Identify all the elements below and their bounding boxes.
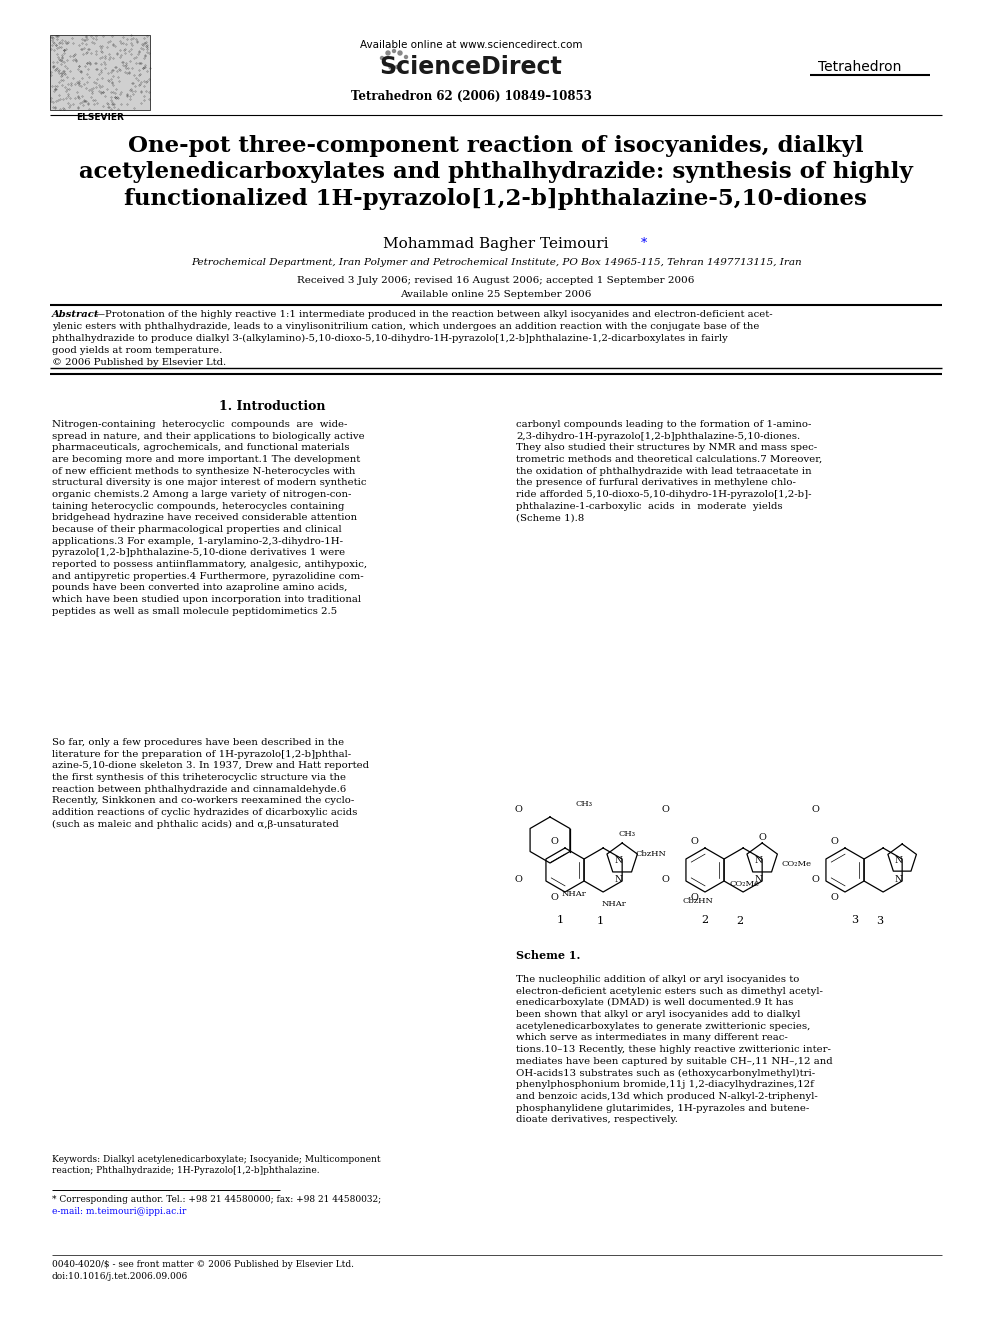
Text: CO₂Me: CO₂Me <box>781 860 811 868</box>
Text: e-mail: m.teimouri@ippi.ac.ir: e-mail: m.teimouri@ippi.ac.ir <box>52 1207 186 1216</box>
Text: N: N <box>895 856 903 865</box>
Text: O: O <box>758 832 766 841</box>
Text: The nucleophilic addition of alkyl or aryl isocyanides to
electron-deficient ace: The nucleophilic addition of alkyl or ar… <box>516 975 832 1125</box>
Text: Scheme 1.: Scheme 1. <box>516 950 580 960</box>
Text: N: N <box>754 875 762 884</box>
Text: O: O <box>811 875 819 884</box>
Circle shape <box>405 56 408 58</box>
Text: Nitrogen-containing  heterocyclic  compounds  are  wide-
spread in nature, and t: Nitrogen-containing heterocyclic compoun… <box>52 419 367 615</box>
Text: Petrochemical Department, Iran Polymer and Petrochemical Institute, PO Box 14965: Petrochemical Department, Iran Polymer a… <box>190 258 802 267</box>
Text: phthalhydrazide to produce dialkyl 3-(alkylamino)-5,10-dioxo-5,10-dihydro-1H-pyr: phthalhydrazide to produce dialkyl 3-(al… <box>52 333 728 343</box>
Text: * Corresponding author. Tel.: +98 21 44580000; fax: +98 21 44580032;: * Corresponding author. Tel.: +98 21 445… <box>52 1195 381 1204</box>
Text: doi:10.1016/j.tet.2006.09.006: doi:10.1016/j.tet.2006.09.006 <box>52 1271 188 1281</box>
Text: 2: 2 <box>701 916 708 925</box>
Text: 3: 3 <box>851 916 858 925</box>
Text: Tetrahedron 62 (2006) 10849–10853: Tetrahedron 62 (2006) 10849–10853 <box>350 90 591 103</box>
Text: NHAr: NHAr <box>562 890 586 898</box>
Text: 3: 3 <box>877 916 884 926</box>
Text: ScienceDirect: ScienceDirect <box>380 56 562 79</box>
Circle shape <box>381 57 384 60</box>
Text: carbonyl compounds leading to the formation of 1-amino-
2,3-dihydro-1H-pyrazolo[: carbonyl compounds leading to the format… <box>516 419 822 523</box>
Text: 0040-4020/$ - see front matter © 2006 Published by Elsevier Ltd.: 0040-4020/$ - see front matter © 2006 Pu… <box>52 1259 354 1269</box>
Text: O: O <box>661 804 669 814</box>
Text: 2: 2 <box>736 916 744 926</box>
Text: N: N <box>754 856 762 865</box>
Text: O: O <box>690 837 698 847</box>
Text: One-pot three-component reaction of isocyanides, dialkyl
acetylenedicarboxylates: One-pot three-component reaction of isoc… <box>79 135 913 209</box>
Text: ylenic esters with phthalhydrazide, leads to a vinylisonitrilium cation, which u: ylenic esters with phthalhydrazide, lead… <box>52 321 759 331</box>
Bar <box>50 34 150 110</box>
Circle shape <box>398 52 402 56</box>
Text: CH₃: CH₃ <box>575 800 592 808</box>
Text: N: N <box>614 875 622 884</box>
Text: N: N <box>895 875 903 884</box>
Text: O: O <box>661 875 669 884</box>
Text: Keywords: Dialkyl acetylenedicarboxylate; Isocyanide; Multicomponent
reaction; P: Keywords: Dialkyl acetylenedicarboxylate… <box>52 1155 381 1175</box>
Text: 1. Introduction: 1. Introduction <box>219 400 325 413</box>
Text: NHAr: NHAr <box>602 900 627 908</box>
Text: O: O <box>514 875 522 884</box>
Text: CH₃: CH₃ <box>618 830 636 837</box>
Text: CbzHN: CbzHN <box>635 849 666 859</box>
Circle shape <box>384 62 387 66</box>
Text: 1: 1 <box>557 916 563 925</box>
Circle shape <box>393 49 396 53</box>
Text: good yields at room temperature.: good yields at room temperature. <box>52 347 222 355</box>
Text: Available online 25 September 2006: Available online 25 September 2006 <box>401 290 591 299</box>
Text: CbzHN: CbzHN <box>682 897 713 905</box>
Text: ELSEVIER: ELSEVIER <box>76 112 124 122</box>
Circle shape <box>389 65 393 69</box>
Text: Tetrahedron: Tetrahedron <box>818 60 902 74</box>
Text: 1: 1 <box>596 916 603 926</box>
Text: So far, only a few procedures have been described in the
literature for the prep: So far, only a few procedures have been … <box>52 738 369 828</box>
Text: O: O <box>690 893 698 902</box>
Text: O: O <box>550 893 558 902</box>
Text: Available online at www.sciencedirect.com: Available online at www.sciencedirect.co… <box>360 40 582 50</box>
Text: *: * <box>641 237 647 250</box>
Text: O: O <box>514 804 522 814</box>
Circle shape <box>386 52 390 56</box>
Text: CO₂Me: CO₂Me <box>730 880 760 888</box>
Circle shape <box>396 66 399 69</box>
Text: —Protonation of the highly reactive 1:1 intermediate produced in the reaction be: —Protonation of the highly reactive 1:1 … <box>95 310 773 319</box>
Text: O: O <box>830 893 838 902</box>
Text: © 2006 Published by Elsevier Ltd.: © 2006 Published by Elsevier Ltd. <box>52 359 226 366</box>
Text: Mohammad Bagher Teimouri: Mohammad Bagher Teimouri <box>383 237 609 251</box>
Text: O: O <box>811 804 819 814</box>
Text: O: O <box>550 837 558 847</box>
Text: Abstract: Abstract <box>52 310 99 319</box>
Text: Received 3 July 2006; revised 16 August 2006; accepted 1 September 2006: Received 3 July 2006; revised 16 August … <box>298 277 694 284</box>
Text: O: O <box>830 837 838 847</box>
Text: N: N <box>614 856 622 865</box>
